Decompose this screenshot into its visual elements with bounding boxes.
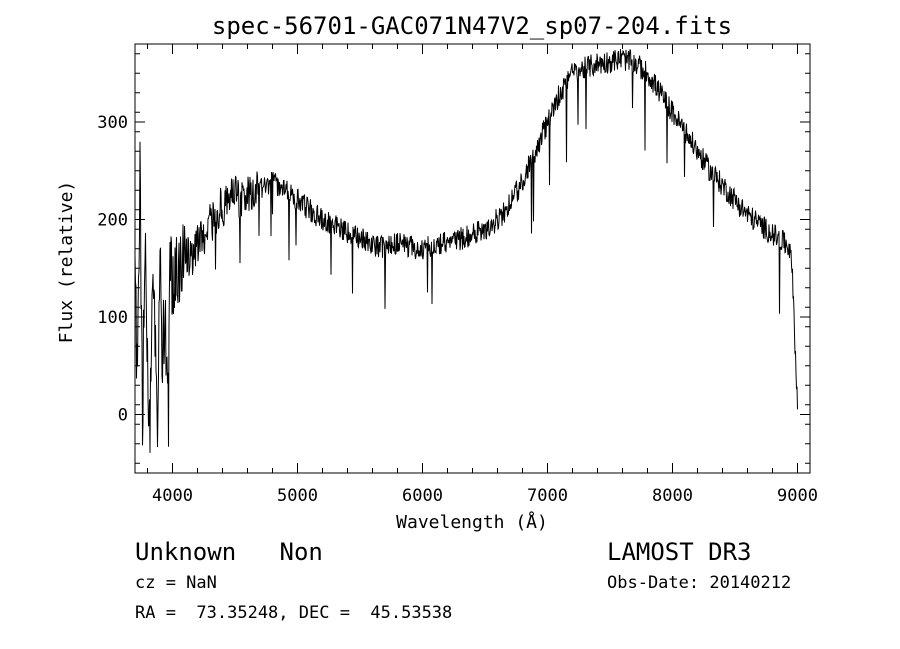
- redshift-label: cz = NaN: [135, 573, 217, 593]
- axis-ticks: 4000 5000 6000 7000 8000 9000 0 100 200 300: [97, 44, 818, 506]
- x-tick-label: 6000: [402, 486, 443, 506]
- x-tick-label: 4000: [152, 486, 193, 506]
- y-tick-label: 0: [118, 406, 128, 426]
- survey-label: LAMOST DR3: [607, 538, 752, 566]
- x-tick-label: 9000: [777, 486, 818, 506]
- obs-date-label: Obs-Date: 20140212: [607, 573, 792, 593]
- y-tick-label: 100: [97, 308, 128, 328]
- x-axis-label: Wavelength (Å): [396, 511, 548, 533]
- flux-series-line: [134, 49, 798, 453]
- x-tick-label: 8000: [652, 486, 693, 506]
- y-tick-label: 200: [97, 211, 128, 231]
- x-tick-label: 7000: [527, 486, 568, 506]
- x-tick-label: 5000: [277, 486, 318, 506]
- object-class-label: Unknown Non: [135, 538, 323, 566]
- chart-title: spec-56701-GAC071N47V2_sp07-204.fits: [212, 12, 732, 40]
- plot-frame: [134, 43, 811, 474]
- y-axis-label: Flux (relative): [56, 181, 77, 344]
- coordinates-label: RA = 73.35248, DEC = 45.53538: [135, 603, 453, 623]
- y-tick-label: 300: [97, 113, 128, 133]
